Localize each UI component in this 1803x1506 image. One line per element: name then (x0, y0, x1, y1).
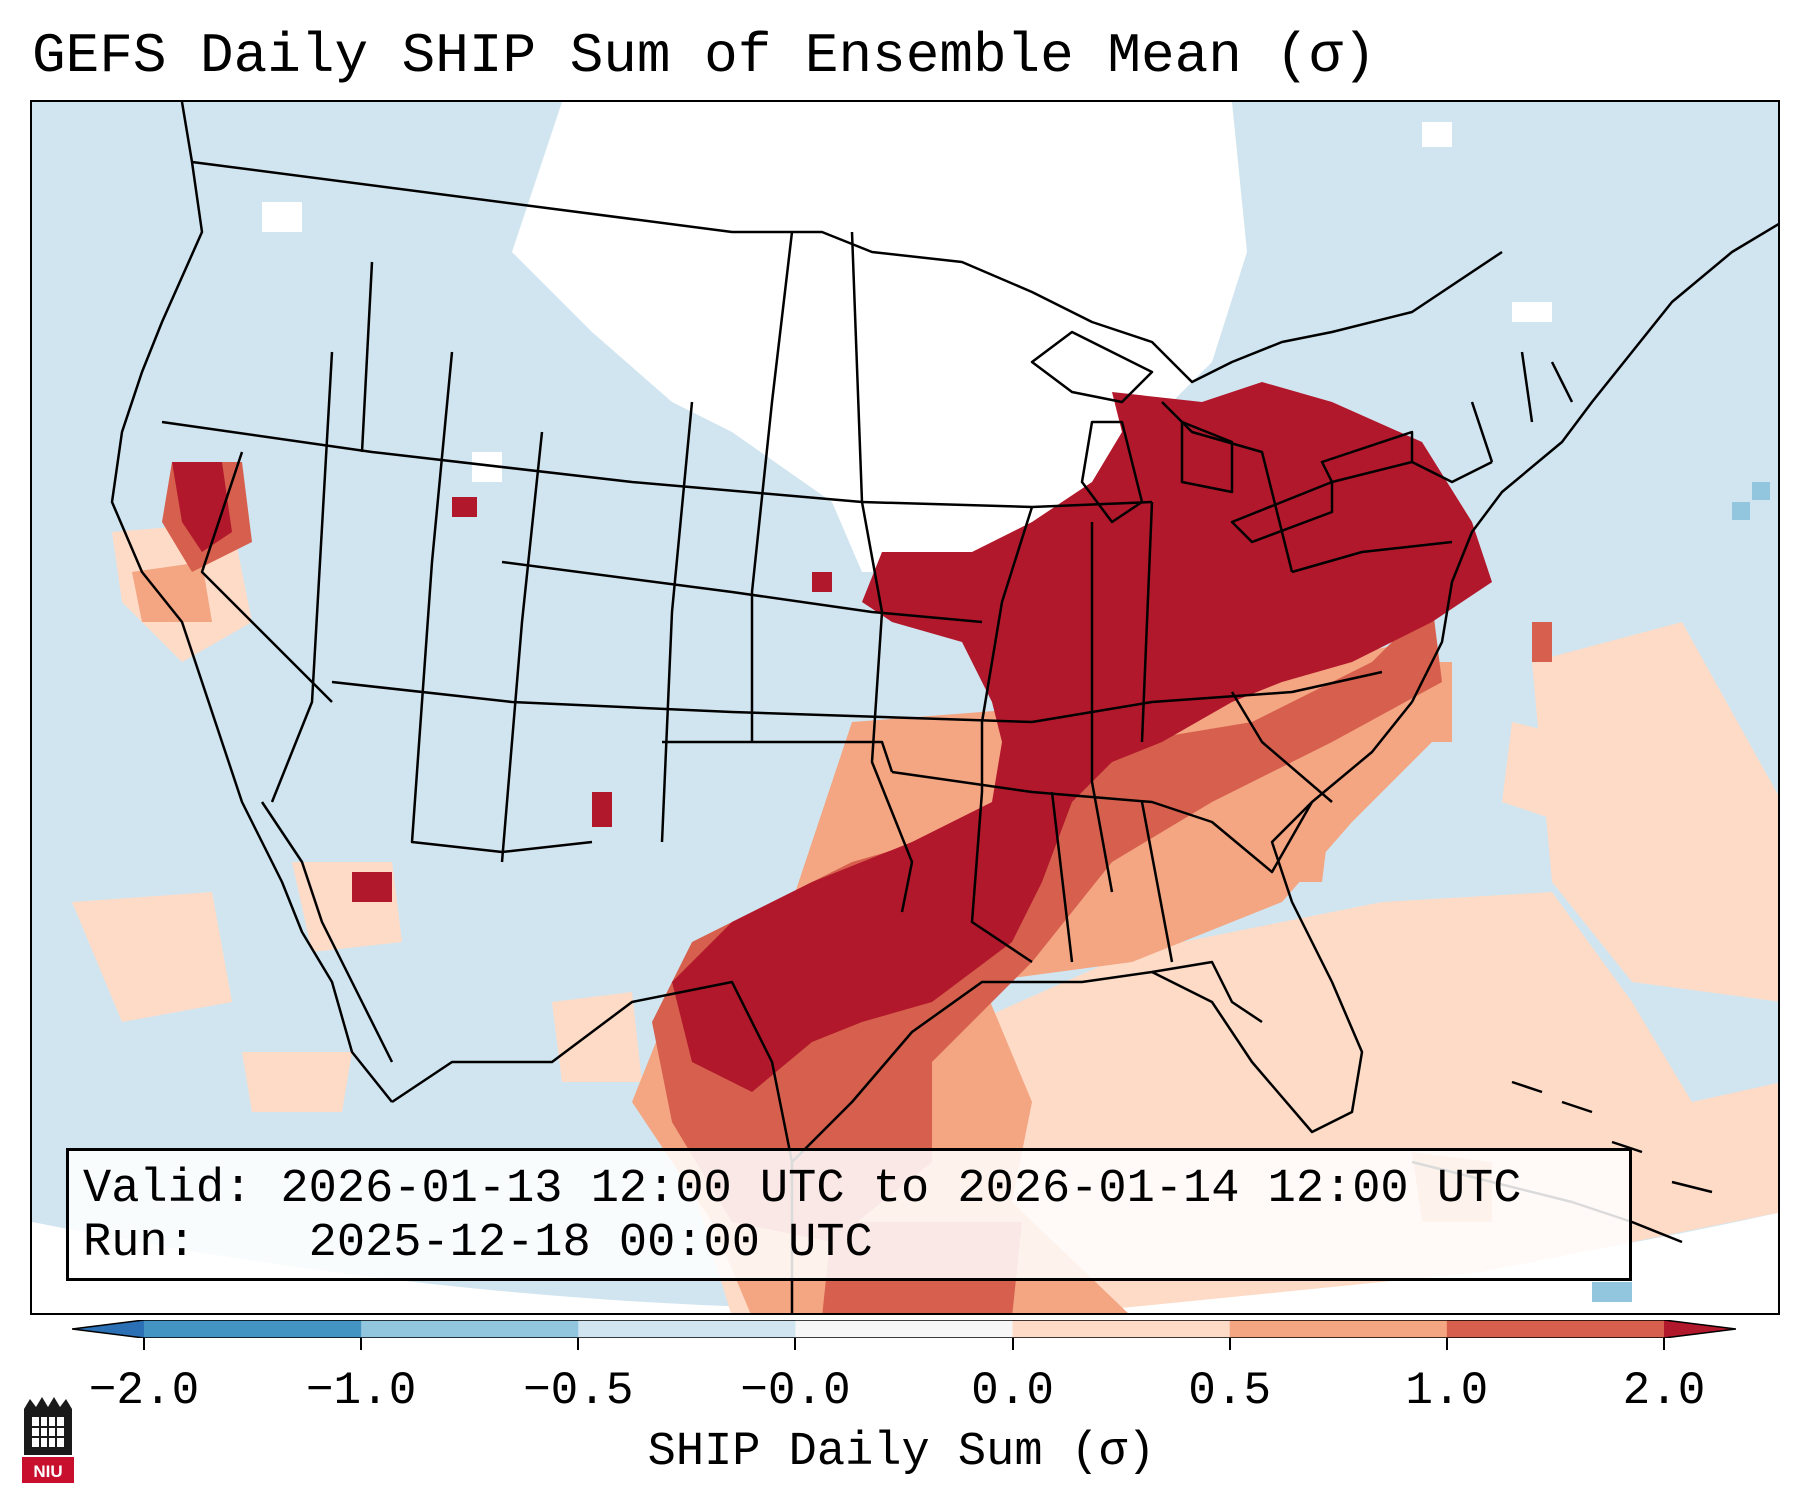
colorbar-tick-label: 1.0 (1405, 1365, 1489, 1417)
colorbar-tick-label: 0.0 (971, 1365, 1054, 1417)
map-svg (32, 102, 1778, 1313)
colorbar-tick-label: −1.0 (305, 1365, 417, 1417)
colorbar-bin (1012, 1320, 1231, 1338)
valid-label: Valid: (83, 1163, 253, 1216)
colorbar-tick-label: −0.0 (740, 1365, 851, 1417)
chart-title: GEFS Daily SHIP Sum of Ensemble Mean (σ) (32, 24, 1377, 88)
colorbar-extend-low (72, 1320, 144, 1338)
colorbar-ticks: −2.0 −1.0 −0.5 −0.0 0.0 0.5 1.0 2.0 (0, 1338, 1803, 1416)
projection-edge (32, 1212, 1778, 1313)
colorbar-label: SHIP Daily Sum (σ) (647, 1426, 1156, 1479)
colorbar-tick (794, 1338, 797, 1350)
colorbar-tick (360, 1338, 363, 1350)
map-panel (30, 100, 1780, 1315)
colorbar-tick (1663, 1338, 1665, 1350)
colorbar-tick-label: 0.5 (1188, 1365, 1272, 1417)
colorbar-tick (1011, 1338, 1014, 1350)
colorbar-tick (143, 1338, 145, 1350)
colorbar-bin (578, 1320, 796, 1338)
near-zero-regions (262, 102, 1552, 572)
colorbar (72, 1320, 1736, 1338)
colorbar-tick-label: 2.0 (1622, 1365, 1706, 1417)
colorbar-bin (144, 1320, 362, 1338)
colorbar-bin (1446, 1320, 1665, 1338)
run-value: 2025-12-18 00:00 UTC (308, 1217, 873, 1270)
colorbar-tick (1228, 1338, 1231, 1350)
colorbar-tick (1445, 1338, 1448, 1350)
valid-run-info-box: Valid: 2026-01-13 12:00 UTC to 2026-01-1… (66, 1148, 1632, 1281)
valid-value: 2026-01-13 12:00 UTC to 2026-01-14 12:00… (280, 1163, 1522, 1216)
colorbar-bin (1229, 1320, 1448, 1338)
colorbar-bin (795, 1320, 1014, 1338)
colorbar-tick (577, 1338, 580, 1350)
colorbar-bin (361, 1320, 579, 1338)
colorbar-tick-label: −0.5 (523, 1365, 634, 1417)
run-row: Run: 2025-12-18 00:00 UTC (83, 1217, 1615, 1271)
geographic-boundaries (110, 102, 1778, 1313)
valid-row: Valid: 2026-01-13 12:00 UTC to 2026-01-1… (83, 1163, 1615, 1217)
colorbar-extend-high (1664, 1320, 1736, 1338)
logo-text: NIU (33, 1462, 62, 1481)
colorbar-tick-label: −2.0 (88, 1365, 200, 1417)
niu-logo-icon: NIU (22, 1397, 74, 1483)
run-label: Run: (83, 1217, 196, 1270)
negative-specks (1592, 482, 1770, 1302)
